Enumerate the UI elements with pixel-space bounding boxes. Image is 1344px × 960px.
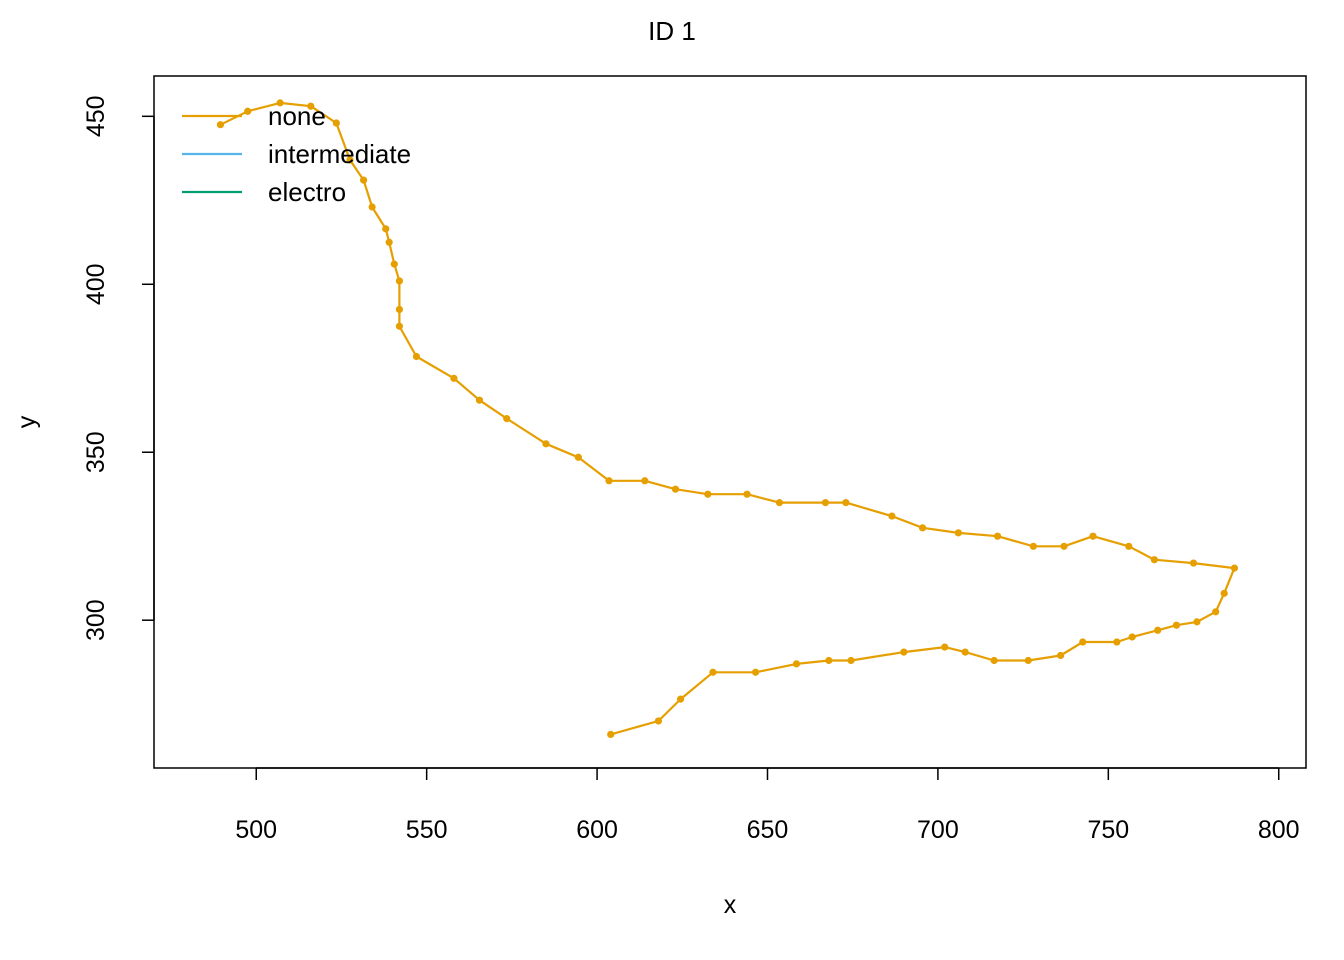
data-point bbox=[605, 477, 613, 485]
legend-label-intermediate: intermediate bbox=[268, 139, 411, 169]
x-tick-label: 550 bbox=[406, 816, 448, 844]
data-point bbox=[360, 176, 368, 184]
y-axis: 300 350 400 450 bbox=[82, 95, 155, 641]
data-point bbox=[395, 305, 403, 314]
data-point bbox=[332, 119, 340, 127]
data-point bbox=[704, 490, 712, 498]
data-point bbox=[1150, 556, 1158, 564]
data-point bbox=[368, 203, 376, 211]
x-tick-label: 800 bbox=[1258, 816, 1300, 844]
data-point bbox=[1057, 651, 1065, 660]
x-tick-label: 700 bbox=[917, 816, 959, 844]
data-point bbox=[216, 121, 225, 129]
data-point bbox=[390, 260, 398, 268]
x-tick-label: 650 bbox=[747, 816, 789, 844]
y-tick-label: 400 bbox=[82, 263, 110, 305]
data-point bbox=[395, 322, 403, 330]
data-point bbox=[1024, 656, 1032, 665]
data-point bbox=[671, 485, 680, 493]
data-point bbox=[395, 277, 403, 285]
chart-title: ID 1 bbox=[648, 16, 696, 46]
data-point bbox=[1128, 633, 1136, 641]
data-point bbox=[1029, 542, 1037, 550]
data-point bbox=[450, 374, 458, 382]
data-point bbox=[307, 102, 315, 110]
legend-label-electro: electro bbox=[268, 177, 346, 207]
data-point bbox=[1220, 589, 1228, 597]
data-point bbox=[888, 512, 896, 520]
data-point bbox=[1189, 559, 1198, 567]
data-point bbox=[676, 695, 685, 703]
y-tick-label: 350 bbox=[82, 431, 110, 473]
data-point bbox=[792, 660, 801, 668]
data-point bbox=[709, 668, 717, 676]
data-point bbox=[607, 730, 615, 739]
y-axis-title: y bbox=[13, 415, 41, 428]
data-point bbox=[847, 656, 855, 665]
legend: none intermediate electro bbox=[182, 101, 411, 207]
data-point bbox=[954, 529, 962, 537]
data-point bbox=[743, 490, 751, 498]
data-point bbox=[1193, 618, 1201, 626]
data-point bbox=[842, 499, 850, 507]
data-point bbox=[574, 453, 582, 461]
data-point bbox=[1172, 621, 1181, 629]
data-point bbox=[961, 648, 969, 656]
x-tick-label: 500 bbox=[235, 816, 277, 844]
y-tick-label: 300 bbox=[82, 599, 110, 641]
data-point bbox=[382, 225, 390, 233]
data-point bbox=[385, 238, 393, 246]
data-point bbox=[244, 107, 252, 115]
x-axis: 500 550 600 650 700 750 800 bbox=[235, 767, 1300, 844]
data-point bbox=[900, 648, 908, 656]
data-point bbox=[346, 156, 354, 164]
data-point bbox=[641, 477, 649, 485]
data-point bbox=[654, 717, 663, 725]
data-point bbox=[825, 656, 833, 665]
data-point bbox=[1113, 638, 1121, 646]
data-point bbox=[412, 352, 421, 361]
data-point bbox=[276, 99, 284, 107]
data-point bbox=[1079, 638, 1087, 646]
data-point bbox=[993, 532, 1002, 540]
data-point bbox=[751, 668, 760, 676]
x-axis-title: x bbox=[724, 891, 737, 919]
data-point bbox=[821, 499, 830, 507]
data-point bbox=[503, 415, 511, 423]
data-point bbox=[1230, 564, 1239, 572]
data-point bbox=[1212, 608, 1220, 616]
data-point bbox=[941, 643, 949, 651]
x-tick-label: 600 bbox=[576, 816, 618, 844]
data-point bbox=[475, 396, 484, 404]
legend-label-none: none bbox=[268, 101, 326, 131]
data-point bbox=[918, 524, 927, 532]
data-point bbox=[1060, 542, 1068, 550]
data-point bbox=[542, 440, 550, 448]
data-point bbox=[775, 499, 784, 507]
series-layer bbox=[216, 99, 1239, 739]
y-tick-label: 450 bbox=[82, 95, 110, 137]
data-point bbox=[990, 656, 998, 665]
data-point bbox=[1089, 532, 1097, 540]
data-point bbox=[1154, 626, 1162, 634]
data-point bbox=[1125, 542, 1133, 550]
x-tick-label: 750 bbox=[1087, 816, 1129, 844]
